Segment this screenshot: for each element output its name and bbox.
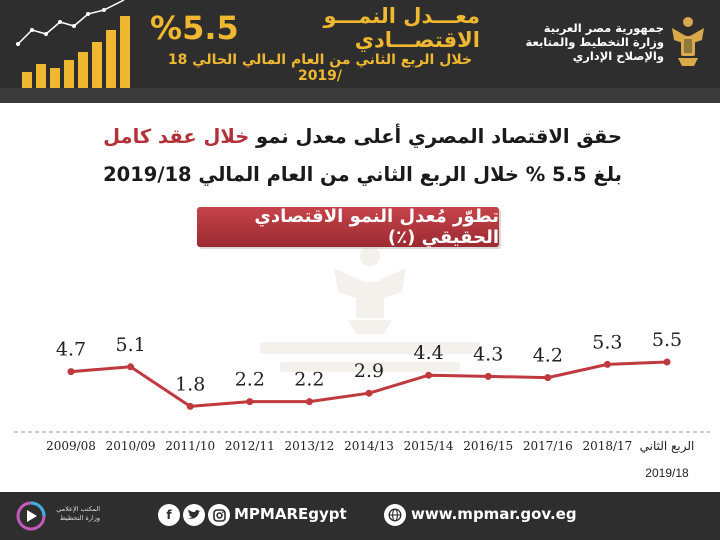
facebook-icon[interactable]: f	[158, 504, 180, 526]
x-tick-label: 2009/08	[46, 439, 96, 453]
instagram-icon[interactable]	[208, 504, 230, 526]
data-point	[186, 402, 194, 410]
data-point	[484, 372, 492, 380]
data-point	[365, 389, 373, 397]
growth-line-chart: 4.7 5.1 1.8 2.2 2.2 2.9 4.4 4.3 4.2 5.3 5.5 2009/0…	[14, 329, 710, 453]
x-tick-label: 2010/09	[106, 439, 156, 453]
website-link[interactable]: www.mpmar.gov.eg	[411, 505, 577, 523]
intro-text: حقق الاقتصاد المصري أعلى معدل نمو خلال ع…	[62, 118, 622, 194]
x-tick-label: 2012/11	[225, 439, 275, 453]
header-banner: معـــدل النمـــو الاقتصـــادي %5.5 خلال …	[0, 0, 720, 103]
headline-subtitle: خلال الربع الثاني من العام المالي الحالي…	[167, 52, 473, 84]
eagle-emblem-icon	[672, 17, 704, 66]
intro-line-1: حقق الاقتصاد المصري أعلى معدل نمو خلال ع…	[62, 118, 622, 156]
data-label: 5.5	[652, 329, 682, 351]
data-point	[663, 358, 671, 366]
x-tick-label: 2015/14	[404, 439, 454, 453]
data-label: 4.2	[533, 345, 563, 367]
data-label: 2.9	[354, 360, 384, 382]
x-tick-label-last-year: 2019/18	[645, 466, 689, 480]
data-point	[305, 398, 313, 406]
header-bar-chart-graphic	[16, 0, 130, 88]
media-office-label: المكتب الإعلامي وزارة التخطيط	[56, 505, 100, 522]
data-label: 2.2	[235, 369, 265, 391]
intro-line-1-highlight: خلال عقد كامل	[103, 125, 250, 148]
x-tick-label: 2014/13	[344, 439, 394, 453]
headline: معـــدل النمـــو الاقتصـــادي %5.5	[150, 4, 480, 52]
x-tick-label: 2011/10	[165, 439, 215, 453]
chart-title: تطوّر مُعدل النمو الاقتصادي الحقيقي (٪)	[254, 206, 499, 248]
data-point	[544, 374, 552, 382]
globe-icon[interactable]	[384, 504, 406, 526]
footer-bar: المكتب الإعلامي وزارة التخطيط f MPMAREgy…	[0, 492, 720, 540]
x-tick-label: 2016/15	[463, 439, 513, 453]
intro-line-1-prefix: حقق الاقتصاد المصري أعلى معدل نمو	[249, 125, 622, 148]
ministry-name-line-1: جمهورية مصر العربية	[543, 21, 664, 35]
header-band	[0, 88, 720, 103]
chart-title-ribbon: تطوّر مُعدل النمو الاقتصادي الحقيقي (٪)	[197, 206, 499, 248]
social-handle[interactable]: MPMAREgypt	[234, 505, 347, 523]
intro-line-2: بلغ 5.5 % خلال الربع الثاني من العام الم…	[103, 163, 622, 186]
x-tick-label: 2013/12	[284, 439, 334, 453]
ministry-logo-block: جمهورية مصر العربية وزارة التخطيط والمتا…	[506, 12, 706, 72]
data-label: 2.2	[294, 369, 324, 391]
x-tick-label: الربع الثاني	[640, 439, 695, 453]
x-tick-label: 2017/16	[523, 439, 573, 453]
media-office-logo-icon	[16, 501, 46, 531]
data-point	[603, 360, 611, 368]
data-label: 4.7	[56, 339, 86, 361]
data-label: 4.3	[473, 343, 503, 365]
ministry-name-line-3: والإصلاح الإداري	[572, 49, 664, 63]
data-label: 5.3	[592, 331, 622, 353]
headline-title: معـــدل النمـــو الاقتصـــادي	[323, 4, 481, 52]
data-label: 4.4	[413, 342, 443, 364]
data-point	[425, 371, 433, 379]
data-point	[67, 368, 75, 376]
data-label: 1.8	[175, 373, 205, 395]
ministry-name-line-2: وزارة التخطيط والمتابعة	[525, 35, 665, 49]
ministry-name: جمهورية مصر العربية وزارة التخطيط والمتا…	[526, 21, 665, 63]
watermark-emblem	[260, 246, 480, 372]
data-label: 5.1	[115, 334, 145, 356]
x-tick-label: 2018/17	[582, 439, 632, 453]
data-point	[246, 398, 254, 406]
twitter-icon[interactable]	[183, 504, 205, 526]
headline-rate: %5.5	[150, 9, 239, 47]
data-point	[127, 363, 135, 371]
